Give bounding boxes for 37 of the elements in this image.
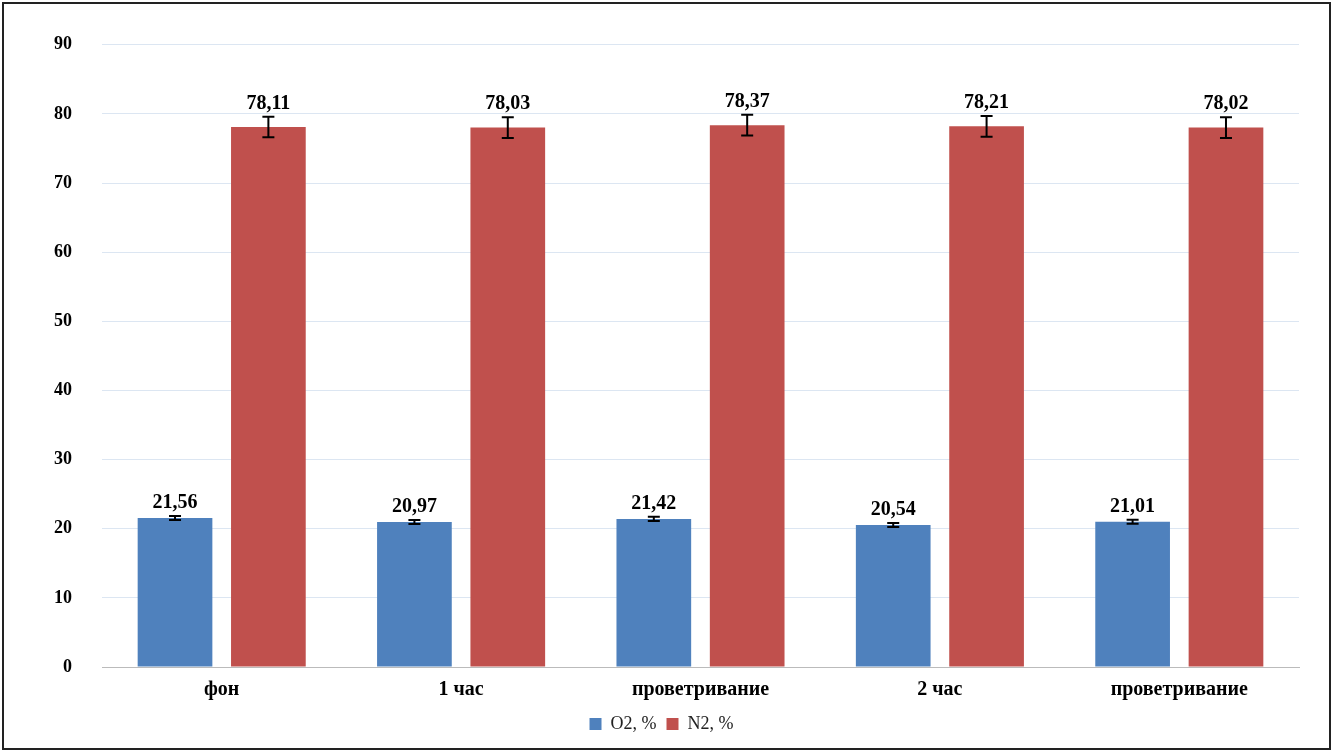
data-label: 20,54: [870, 497, 916, 520]
y-tick-label: 50: [54, 309, 72, 330]
bar: [137, 517, 213, 667]
x-tick-label: проветривание: [631, 677, 770, 701]
bar: [949, 126, 1024, 667]
bar: [709, 125, 785, 667]
y-tick-label: 20: [54, 517, 72, 538]
y-tick-label: 30: [54, 448, 72, 469]
y-tick-label: 80: [54, 102, 72, 123]
data-label: 20,97: [391, 494, 437, 517]
y-tick-label: 90: [54, 33, 72, 54]
data-label: 78,37: [724, 89, 770, 111]
bar: [231, 127, 306, 667]
y-tick-label: 60: [54, 240, 72, 261]
data-label: 78,03: [485, 91, 531, 114]
y-tick-label: 0: [63, 655, 72, 676]
legend-label: O2, %: [610, 712, 657, 733]
data-label: 78,02: [1203, 91, 1249, 114]
data-label: 78,21: [964, 90, 1010, 113]
bar: [470, 127, 546, 667]
data-label: 21,01: [1110, 493, 1156, 516]
bar: [616, 518, 692, 667]
x-tick-label: 1 час: [438, 677, 484, 700]
data-label: 21,56: [152, 490, 198, 513]
y-tick-label: 40: [54, 379, 72, 400]
data-label: 21,42: [631, 491, 677, 514]
bar: [1188, 127, 1264, 667]
bar: [1095, 521, 1170, 667]
bar: [377, 522, 452, 667]
y-tick-label: 70: [54, 171, 72, 192]
y-tick-label: 10: [54, 586, 72, 607]
x-tick-label: фон: [204, 677, 240, 701]
data-label: 78,11: [246, 90, 291, 113]
legend-label: N2, %: [687, 712, 734, 733]
x-tick-label: проветривание: [1110, 677, 1249, 701]
bar: [855, 525, 931, 667]
x-tick-label: 2 час: [917, 677, 963, 700]
